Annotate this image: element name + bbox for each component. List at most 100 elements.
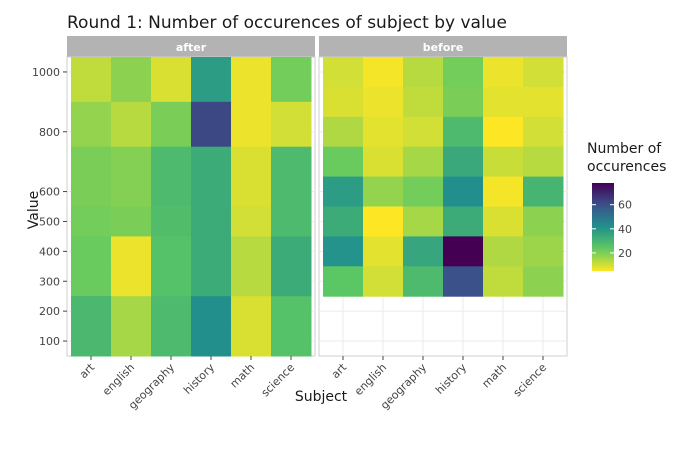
heatmap-cell bbox=[483, 266, 524, 297]
heatmap-cell bbox=[231, 101, 272, 148]
heatmap-cell bbox=[363, 146, 404, 178]
heatmap-cell bbox=[271, 206, 312, 237]
y-tick-label: 800 bbox=[39, 126, 60, 139]
heatmap-cell bbox=[523, 236, 564, 267]
heatmap-cell bbox=[323, 146, 364, 178]
heatmap-cell bbox=[523, 116, 564, 148]
heatmap-cell bbox=[323, 266, 364, 297]
heatmap-cell bbox=[71, 146, 112, 178]
heatmap-cell bbox=[523, 176, 564, 207]
heatmap-cell bbox=[231, 326, 272, 357]
heatmap-cell bbox=[231, 206, 272, 237]
x-tick-label: history bbox=[181, 361, 217, 397]
heatmap-cell bbox=[231, 146, 272, 178]
y-axis-title: Value bbox=[26, 191, 42, 229]
heatmap-cell bbox=[483, 146, 524, 178]
heatmap-cell bbox=[443, 116, 484, 148]
x-tick-label: english bbox=[352, 361, 389, 398]
heatmap-cell bbox=[111, 266, 152, 297]
heatmap-cell bbox=[443, 176, 484, 207]
heatmap-cell bbox=[443, 206, 484, 237]
heatmap-cell bbox=[111, 236, 152, 267]
heatmap-cell bbox=[111, 326, 152, 357]
heatmap-cell bbox=[271, 266, 312, 297]
heatmap-cell bbox=[151, 176, 192, 207]
x-tick-label: math bbox=[228, 361, 258, 391]
x-tick-label: science bbox=[511, 361, 550, 400]
heatmap-cell bbox=[191, 57, 232, 103]
facet-strip bbox=[67, 36, 315, 57]
x-tick-label: math bbox=[480, 361, 510, 391]
heatmap-cell bbox=[483, 57, 524, 88]
heatmap-cell bbox=[191, 266, 232, 297]
y-tick-label: 600 bbox=[39, 186, 60, 199]
heatmap-cell bbox=[443, 146, 484, 178]
heatmap-cell bbox=[483, 116, 524, 148]
heatmap-cell bbox=[363, 116, 404, 148]
heatmap-cell bbox=[323, 206, 364, 237]
heatmap-cell bbox=[363, 176, 404, 207]
heatmap-cell bbox=[271, 326, 312, 357]
heatmap-cell bbox=[71, 296, 112, 327]
heatmap-cell bbox=[363, 266, 404, 297]
heatmap-cell bbox=[403, 146, 444, 178]
heatmap-cell bbox=[151, 57, 192, 103]
heatmap-cell bbox=[231, 296, 272, 327]
x-tick-label: english bbox=[100, 361, 137, 398]
heatmap-cell bbox=[403, 266, 444, 297]
y-tick-label: 300 bbox=[39, 275, 60, 288]
heatmap-cell bbox=[231, 57, 272, 103]
heatmap-cell bbox=[323, 236, 364, 267]
heatmap-cell bbox=[191, 236, 232, 267]
heatmap-cell bbox=[71, 266, 112, 297]
heatmap-cell bbox=[523, 57, 564, 88]
heatmap-cell bbox=[71, 236, 112, 267]
heatmap-cell bbox=[271, 57, 312, 103]
heatmap-cell bbox=[403, 176, 444, 207]
heatmap-cell bbox=[271, 176, 312, 207]
x-tick-label: history bbox=[433, 361, 469, 397]
heatmap-cell bbox=[191, 176, 232, 207]
legend-tick-label: 20 bbox=[618, 247, 632, 260]
heatmap-cell bbox=[111, 101, 152, 148]
y-tick-label: 400 bbox=[39, 245, 60, 258]
heatmap-cell bbox=[483, 236, 524, 267]
heatmap-cell bbox=[363, 86, 404, 118]
heatmap-cell bbox=[191, 101, 232, 148]
color-legend: Number of occurences 20 40 60 bbox=[587, 141, 666, 271]
legend-tick-label: 60 bbox=[618, 199, 632, 212]
heatmap-cell bbox=[111, 57, 152, 103]
heatmap-cell bbox=[323, 176, 364, 207]
legend-colorbar bbox=[592, 183, 614, 271]
heatmap-cell bbox=[363, 206, 404, 237]
heatmap-cell bbox=[523, 146, 564, 178]
heatmap-cell bbox=[443, 236, 484, 267]
heatmap-cell bbox=[523, 266, 564, 297]
heatmap-cell bbox=[151, 296, 192, 327]
heatmap-cell bbox=[151, 236, 192, 267]
heatmap-cell bbox=[271, 296, 312, 327]
heatmap-cell bbox=[271, 101, 312, 148]
heatmap-cell bbox=[151, 101, 192, 148]
heatmap-cell bbox=[191, 206, 232, 237]
heatmap-cell bbox=[231, 176, 272, 207]
heatmap-cell bbox=[443, 57, 484, 88]
heatmap-cell bbox=[523, 86, 564, 118]
heatmap-cell bbox=[151, 326, 192, 357]
heatmap-cell bbox=[483, 206, 524, 237]
heatmap-cell bbox=[403, 116, 444, 148]
heatmap-cell bbox=[363, 236, 404, 267]
heatmap-cell bbox=[363, 57, 404, 88]
heatmap-cell bbox=[271, 236, 312, 267]
x-tick-label: art bbox=[77, 360, 98, 381]
x-axis-title: Subject bbox=[295, 389, 348, 405]
facet-strip-label: after bbox=[176, 41, 207, 54]
heatmap-cell bbox=[71, 57, 112, 103]
legend-tick-label: 40 bbox=[618, 223, 632, 236]
heatmap-cell bbox=[523, 206, 564, 237]
legend-title-line: occurences bbox=[587, 159, 666, 175]
